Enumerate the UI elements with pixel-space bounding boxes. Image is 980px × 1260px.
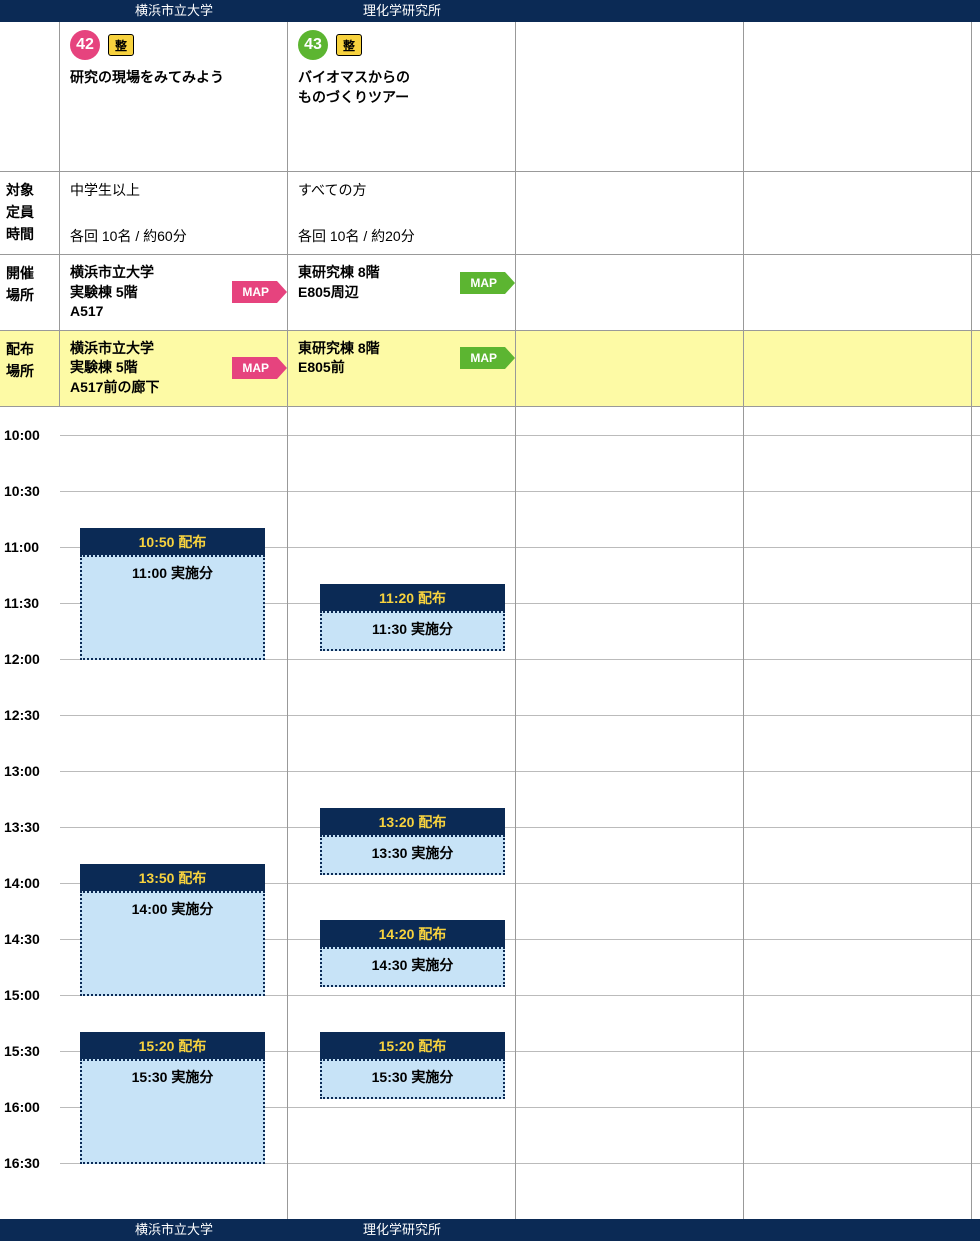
top-header-bar: 横浜市立大学 理化学研究所 xyxy=(0,0,980,22)
target-row: 対象 定員 時間 中学生以上 各回 10名 / 約60分 すべての方 各回 10… xyxy=(0,172,980,255)
event-0-target: 中学生以上 xyxy=(70,180,277,200)
ticket-icon: 整 xyxy=(336,34,362,56)
footer-col-3 xyxy=(744,1219,972,1241)
session-block: 13:30 実施分 xyxy=(320,835,505,875)
event-1-title: バイオマスからのものづくりツアー xyxy=(298,68,505,107)
label-time: 時間 xyxy=(6,224,53,244)
info-area: 42 整 研究の現場をみてみよう 43 整 バイオマスからのものづくりツアー 対… xyxy=(0,22,980,407)
time-label: 11:00 xyxy=(4,539,39,555)
footer-col-2 xyxy=(516,1219,744,1241)
time-label: 12:00 xyxy=(4,651,40,667)
header-col-3 xyxy=(744,0,972,22)
distribution-block: 13:50 配布 xyxy=(80,864,265,892)
time-label: 14:30 xyxy=(4,931,40,947)
session-block: 14:30 実施分 xyxy=(320,947,505,987)
label-capacity: 定員 xyxy=(6,202,53,222)
distribution-block: 13:20 配布 xyxy=(320,808,505,836)
event-1-distrib: 東研究棟 8階E805前 xyxy=(298,339,380,378)
time-label: 11:30 xyxy=(4,595,39,611)
time-label: 14:00 xyxy=(4,875,40,891)
map-button[interactable]: MAP xyxy=(460,272,505,294)
distribution-row: 配布 場所 横浜市立大学実験棟 5階A517前の廊下 MAP 東研究棟 8階E8… xyxy=(0,331,980,407)
time-label: 13:00 xyxy=(4,763,40,779)
header-col-1: 理化学研究所 xyxy=(288,0,516,22)
time-label: 16:00 xyxy=(4,1099,40,1115)
distribution-block: 10:50 配布 xyxy=(80,528,265,556)
header-col-0: 横浜市立大学 xyxy=(60,0,288,22)
time-label: 12:30 xyxy=(4,707,40,723)
event-1-capacity: 各回 10名 / 約20分 xyxy=(298,226,505,246)
time-label: 15:00 xyxy=(4,987,40,1003)
label-venue1: 開催 xyxy=(6,263,53,283)
map-button[interactable]: MAP xyxy=(232,281,277,303)
time-label: 15:30 xyxy=(4,1043,40,1059)
event-0-capacity: 各回 10名 / 約60分 xyxy=(70,226,277,246)
ticket-icon: 整 xyxy=(108,34,134,56)
session-block: 15:30 実施分 xyxy=(80,1059,265,1164)
event-0-title: 研究の現場をみてみよう xyxy=(70,68,277,88)
time-label: 16:30 xyxy=(4,1155,40,1171)
distribution-block: 15:20 配布 xyxy=(80,1032,265,1060)
time-label: 10:00 xyxy=(4,427,40,443)
footer-col-1: 理化学研究所 xyxy=(288,1219,516,1241)
session-block: 15:30 実施分 xyxy=(320,1059,505,1099)
map-button[interactable]: MAP xyxy=(232,357,277,379)
event-0-distrib: 横浜市立大学実験棟 5階A517前の廊下 xyxy=(70,339,159,398)
time-axis: 10:00 10:30 11:00 11:30 12:00 12:30 13:00 13:30… xyxy=(0,407,60,1219)
schedule-grid: 10:00 10:30 11:00 11:30 12:00 12:30 13:00 13:30… xyxy=(0,407,980,1219)
event-1-target: すべての方 xyxy=(298,180,505,200)
event-1-number-badge: 43 xyxy=(298,30,328,60)
event-header-row: 42 整 研究の現場をみてみよう 43 整 バイオマスからのものづくりツアー xyxy=(0,22,980,172)
session-block: 11:30 実施分 xyxy=(320,611,505,651)
time-label: 13:30 xyxy=(4,819,40,835)
session-block: 11:00 実施分 xyxy=(80,555,265,660)
distribution-block: 15:20 配布 xyxy=(320,1032,505,1060)
event-0-header: 42 整 研究の現場をみてみよう xyxy=(60,22,288,171)
event-0-venue: 横浜市立大学実験棟 5階A517 xyxy=(70,263,154,322)
label-venue2: 場所 xyxy=(6,285,53,305)
venue-row: 開催 場所 横浜市立大学実験棟 5階A517 MAP 東研究棟 8階E805周辺… xyxy=(0,255,980,331)
session-block: 14:00 実施分 xyxy=(80,891,265,996)
bottom-footer-bar: 横浜市立大学 理化学研究所 xyxy=(0,1219,980,1241)
map-button[interactable]: MAP xyxy=(460,347,505,369)
time-label: 10:30 xyxy=(4,483,40,499)
distribution-block: 14:20 配布 xyxy=(320,920,505,948)
label-target: 対象 xyxy=(6,180,53,200)
event-0-number-badge: 42 xyxy=(70,30,100,60)
label-distrib2: 場所 xyxy=(6,361,53,381)
footer-col-0: 横浜市立大学 xyxy=(60,1219,288,1241)
event-1-venue: 東研究棟 8階E805周辺 xyxy=(298,263,380,302)
label-distrib1: 配布 xyxy=(6,339,53,359)
header-col-2 xyxy=(516,0,744,22)
event-1-header: 43 整 バイオマスからのものづくりツアー xyxy=(288,22,516,171)
distribution-block: 11:20 配布 xyxy=(320,584,505,612)
